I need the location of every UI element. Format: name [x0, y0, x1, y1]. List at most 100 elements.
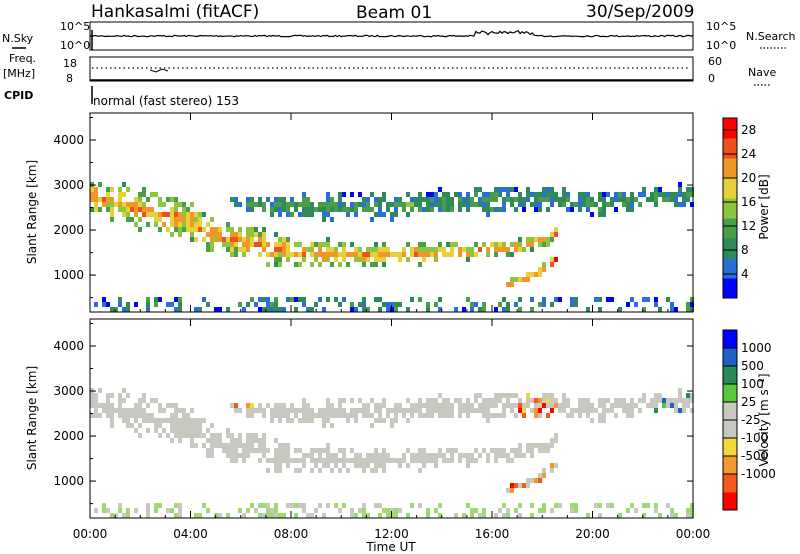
power-cell: [414, 252, 418, 257]
colorbar-tick-label: 8: [741, 243, 749, 257]
power-cell: [378, 307, 382, 312]
velocity-cell: [318, 453, 322, 458]
velocity-cell: [198, 423, 202, 428]
power-cell: [326, 212, 330, 217]
power-cell: [422, 247, 426, 252]
velocity-cell: [430, 408, 434, 413]
velocity-cell: [534, 413, 538, 418]
power-cell: [94, 197, 98, 202]
velocity-cell: [158, 433, 162, 438]
power-cell: [554, 232, 558, 237]
velocity-cell: [154, 508, 158, 513]
velocity-cell: [466, 398, 470, 403]
power-cell: [154, 222, 158, 227]
power-cell: [442, 192, 446, 197]
velocity-cell: [650, 403, 654, 408]
velocity-cell: [626, 413, 630, 418]
colorbar-tick-label: 1000: [741, 341, 772, 355]
velocity-cell: [482, 508, 486, 513]
velocity-cell: [598, 403, 602, 408]
power-cell: [510, 277, 514, 282]
power-cell: [602, 207, 606, 212]
velocity-cell: [454, 513, 458, 518]
power-cell: [234, 197, 238, 202]
velocity-cell: [570, 413, 574, 418]
power-cell: [342, 207, 346, 212]
velocity-cell: [494, 453, 498, 458]
velocity-cell: [502, 503, 506, 508]
velocity-cell: [538, 408, 542, 413]
velocity-cell: [506, 453, 510, 458]
power-cell: [418, 242, 422, 247]
velocity-cell: [422, 413, 426, 418]
velocity-cell: [314, 508, 318, 513]
power-cell: [622, 192, 626, 197]
velocity-cell: [630, 408, 634, 413]
power-cell: [246, 237, 250, 242]
velocity-cell: [486, 418, 490, 423]
power-cell: [518, 307, 522, 312]
power-cell: [386, 207, 390, 212]
velocity-cell: [622, 408, 626, 413]
velocity-cell: [330, 408, 334, 413]
power-cell: [586, 202, 590, 207]
power-cell: [158, 197, 162, 202]
velocity-cell: [126, 423, 130, 428]
velocity-cell: [182, 428, 186, 433]
velocity-cell: [514, 413, 518, 418]
power-cell: [414, 197, 418, 202]
velocity-cell: [194, 513, 198, 518]
power-cell: [378, 252, 382, 257]
power-cell: [538, 237, 542, 242]
velocity-cell: [674, 408, 678, 413]
velocity-cell: [562, 408, 566, 413]
velocity-cell: [250, 503, 254, 508]
velocity-cell: [434, 408, 438, 413]
velocity-cell: [582, 408, 586, 413]
velocity-cell: [542, 443, 546, 448]
power-cell: [558, 202, 562, 207]
velocity-cell: [322, 458, 326, 463]
velocity-cell: [322, 413, 326, 418]
velocity-cell: [290, 408, 294, 413]
velocity-cell: [418, 503, 422, 508]
power-cell: [374, 242, 378, 247]
velocity-cell: [282, 448, 286, 453]
power-cell: [606, 202, 610, 207]
velocity-cell: [470, 458, 474, 463]
velocity-cell: [378, 463, 382, 468]
velocity-cell: [210, 433, 214, 438]
velocity-cell: [382, 458, 386, 463]
velocity-cell: [290, 418, 294, 423]
power-cell: [390, 202, 394, 207]
velocity-cell: [606, 408, 610, 413]
velocity-cell: [206, 453, 210, 458]
velocity-cell: [94, 413, 98, 418]
power-cell: [498, 187, 502, 192]
velocity-cell: [214, 438, 218, 443]
power-cell: [458, 207, 462, 212]
velocity-cell: [470, 403, 474, 408]
power-cell: [322, 252, 326, 257]
power-cell: [654, 297, 658, 302]
velocity-cell: [274, 458, 278, 463]
velocity-cell: [270, 418, 274, 423]
velocity-cell: [662, 403, 666, 408]
velocity-cell: [686, 393, 690, 398]
power-cell: [358, 252, 362, 257]
power-cell: [490, 207, 494, 212]
velocity-cell: [222, 443, 226, 448]
power-cell: [530, 307, 534, 312]
velocity-cell: [174, 513, 178, 518]
y-tick-label: 1000: [53, 474, 84, 488]
velocity-cell: [310, 408, 314, 413]
power-cell: [126, 217, 130, 222]
velocity-cell: [162, 418, 166, 423]
velocity-cell: [542, 508, 546, 513]
power-cell: [626, 197, 630, 202]
velocity-cell: [478, 408, 482, 413]
power-cell: [382, 252, 386, 257]
velocity-cell: [454, 448, 458, 453]
velocity-cell: [390, 458, 394, 463]
power-cell: [342, 202, 346, 207]
